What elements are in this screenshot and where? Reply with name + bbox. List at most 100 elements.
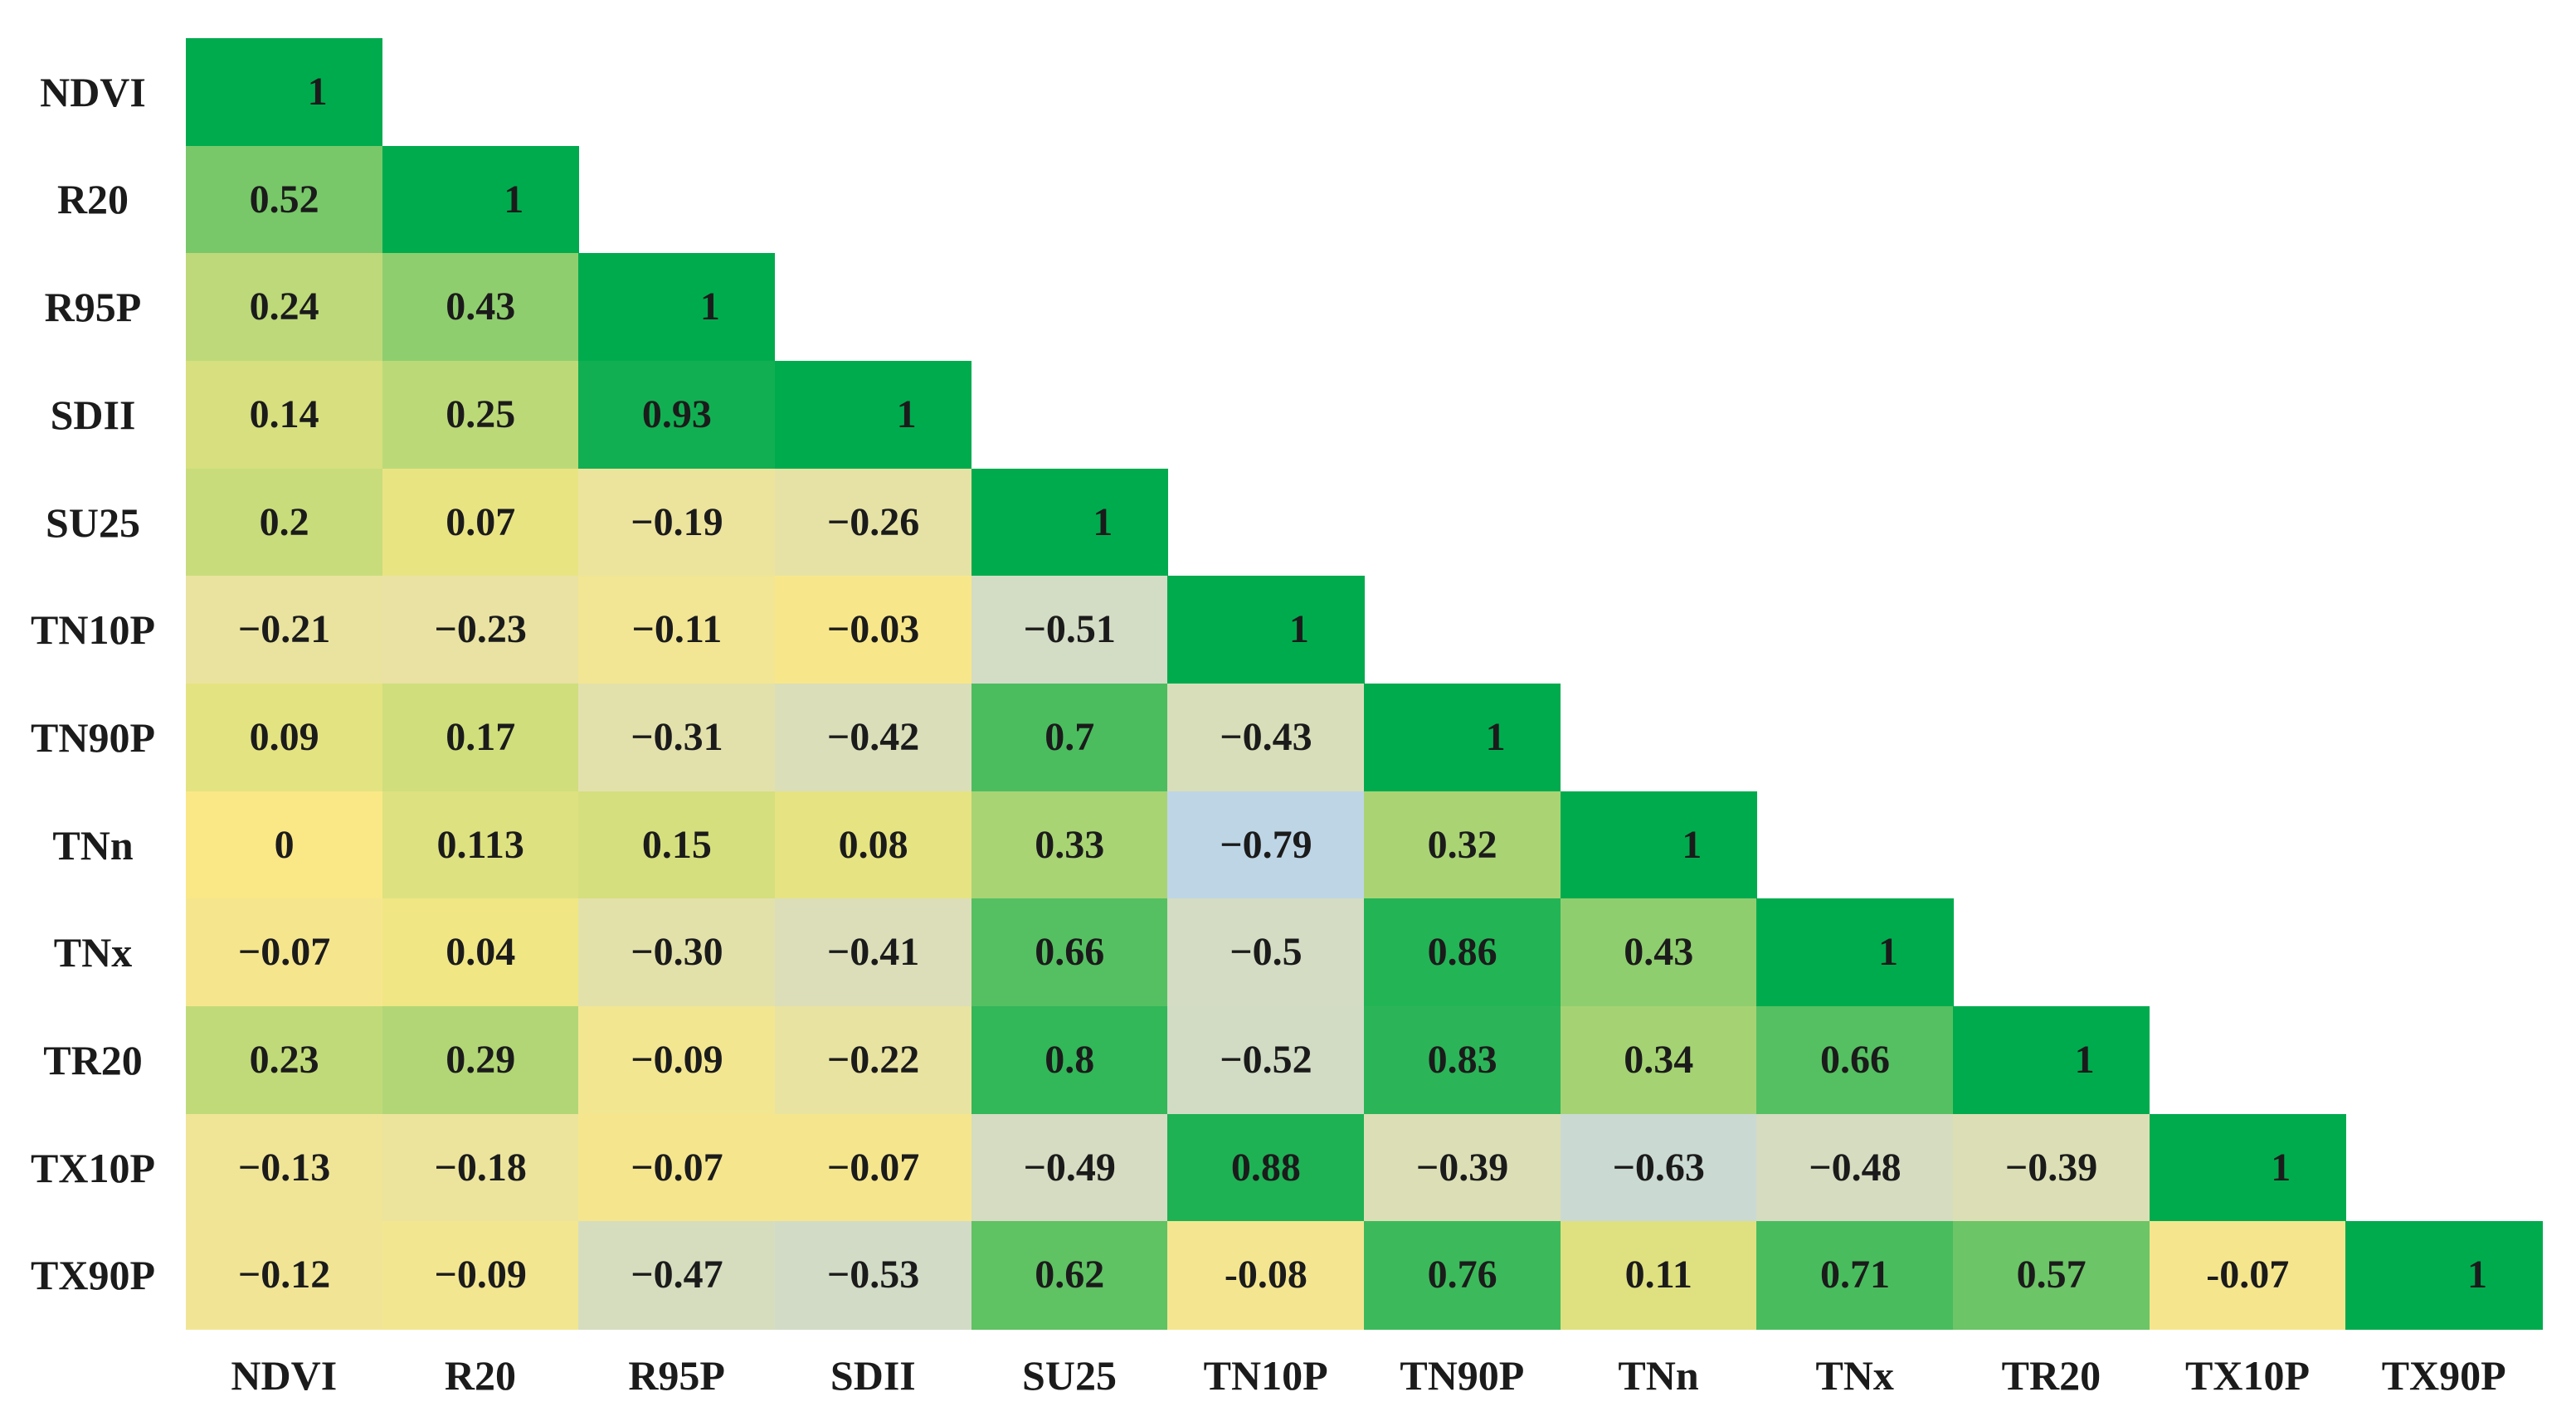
- matrix-cell: −0.31: [578, 684, 776, 792]
- cell-value: −0.07: [826, 1145, 920, 1190]
- cell-value: 1: [504, 177, 524, 221]
- cell-value: 0.66: [1819, 1038, 1890, 1083]
- matrix-cell: −0.03: [775, 576, 972, 684]
- matrix-cell: −0.48: [1756, 1113, 1954, 1222]
- matrix-cell: 1: [775, 361, 972, 470]
- cell-value: 0.88: [1230, 1145, 1301, 1190]
- cell-value: −0.63: [1612, 1145, 1705, 1190]
- matrix-cell: 0.57: [1953, 1221, 2150, 1330]
- matrix-cell: 0: [186, 791, 383, 899]
- cell-value: 0.83: [1427, 1038, 1497, 1083]
- cell-value: 0: [274, 822, 295, 867]
- matrix-cell: 0.71: [1756, 1221, 1954, 1330]
- matrix-cell: −0.18: [382, 1113, 579, 1222]
- matrix-cell: 1: [1364, 684, 1561, 792]
- matrix-cell: −0.43: [1167, 684, 1365, 792]
- row-label: TX90P: [31, 1252, 155, 1299]
- col-label: R95P: [628, 1351, 725, 1399]
- matrix-cell: 0.113: [382, 791, 579, 899]
- matrix-cell: 0.76: [1364, 1221, 1561, 1330]
- matrix-cell: −0.5: [1167, 898, 1365, 1007]
- cell-value: −0.39: [2004, 1145, 2098, 1190]
- row-label: TNx: [53, 929, 133, 976]
- matrix-cell: −0.07: [578, 1113, 776, 1222]
- cell-value: 1: [1877, 930, 1898, 975]
- matrix-cell: −0.30: [578, 898, 776, 1007]
- row-label: TN90P: [31, 713, 155, 761]
- cell-value: -0.07: [2206, 1253, 2290, 1297]
- cell-value: 0.71: [1819, 1253, 1890, 1297]
- col-label: SU25: [1022, 1351, 1117, 1399]
- cell-value: −0.22: [826, 1038, 920, 1083]
- matrix-cell: 0.43: [1560, 898, 1757, 1007]
- cell-value: −0.09: [631, 1038, 723, 1083]
- cell-value: 0.24: [249, 285, 319, 329]
- cell-value: 0.8: [1045, 1038, 1095, 1083]
- col-label: TN90P: [1400, 1351, 1525, 1399]
- matrix-cell: 0.25: [382, 361, 579, 470]
- row-label: TR20: [43, 1036, 143, 1083]
- cell-value: −0.03: [826, 607, 920, 652]
- cell-value: −0.79: [1220, 822, 1312, 867]
- matrix-cell: −0.42: [775, 684, 972, 792]
- matrix-cell: 0.43: [382, 253, 579, 362]
- cell-value: 0.66: [1035, 930, 1105, 975]
- matrix-cell: 0.11: [1560, 1221, 1757, 1330]
- cell-value: 0.57: [2016, 1253, 2087, 1297]
- cell-value: 1: [1288, 607, 1309, 652]
- row-label: TN10P: [31, 606, 155, 654]
- matrix-cell: −0.07: [186, 898, 383, 1007]
- cell-value: 0.11: [1624, 1253, 1692, 1297]
- cell-value: −0.30: [631, 930, 723, 975]
- matrix-cell: −0.53: [775, 1221, 972, 1330]
- matrix-cell: 1: [382, 145, 579, 254]
- cell-value: −0.41: [826, 930, 920, 975]
- col-label: TNn: [1618, 1351, 1699, 1399]
- matrix-cell: 0.8: [971, 1006, 1168, 1115]
- matrix-cell: 0.32: [1364, 791, 1561, 899]
- cell-value: -0.08: [1224, 1253, 1307, 1297]
- cell-value: 1: [699, 285, 720, 329]
- matrix-cell: −0.23: [382, 576, 579, 684]
- matrix-cell: 1: [2345, 1221, 2543, 1330]
- matrix-cell: −0.07: [775, 1113, 972, 1222]
- matrix-cell: 0.17: [382, 684, 579, 792]
- cell-value: 1: [307, 70, 328, 114]
- matrix-cell: 0.66: [971, 898, 1168, 1007]
- matrix-cell: 1: [1560, 791, 1757, 899]
- cell-value: 0.07: [446, 499, 516, 544]
- cell-value: −0.49: [1023, 1145, 1116, 1190]
- matrix-cell: -0.08: [1167, 1221, 1365, 1330]
- cell-value: 0.93: [641, 392, 712, 437]
- cell-value: 0.43: [446, 285, 516, 329]
- cell-value: 0.17: [446, 715, 516, 760]
- cell-value: −0.51: [1023, 607, 1116, 652]
- matrix-cell: −0.26: [775, 468, 972, 577]
- cell-value: 1: [2271, 1145, 2291, 1190]
- cell-value: −0.48: [1809, 1145, 1902, 1190]
- matrix-cell: −0.09: [382, 1221, 579, 1330]
- matrix-cell: 0.23: [186, 1006, 383, 1115]
- matrix-cell: 0.04: [382, 898, 579, 1007]
- matrix-cell: −0.19: [578, 468, 776, 577]
- matrix-cell: 1: [186, 38, 383, 147]
- cell-value: 1: [1093, 499, 1113, 544]
- matrix-cell: 0.07: [382, 468, 579, 577]
- cell-value: 0.29: [446, 1038, 516, 1083]
- matrix-cell: 0.2: [186, 468, 383, 577]
- matrix-cell: 0.14: [186, 361, 383, 470]
- matrix-cell: 0.34: [1560, 1006, 1757, 1115]
- cell-value: 0.113: [436, 822, 524, 867]
- cell-value: 0.14: [249, 392, 319, 437]
- matrix-cell: 1: [971, 468, 1168, 577]
- matrix-cell: −0.12: [186, 1221, 383, 1330]
- cell-value: −0.39: [1415, 1145, 1509, 1190]
- cell-value: −0.5: [1230, 930, 1303, 975]
- cell-value: 0.62: [1035, 1253, 1105, 1297]
- matrix-cell: 1: [2149, 1113, 2346, 1222]
- matrix-cell: 0.83: [1364, 1006, 1561, 1115]
- col-label: R20: [444, 1351, 517, 1399]
- matrix-cell: −0.13: [186, 1113, 383, 1222]
- matrix-cell: −0.22: [775, 1006, 972, 1115]
